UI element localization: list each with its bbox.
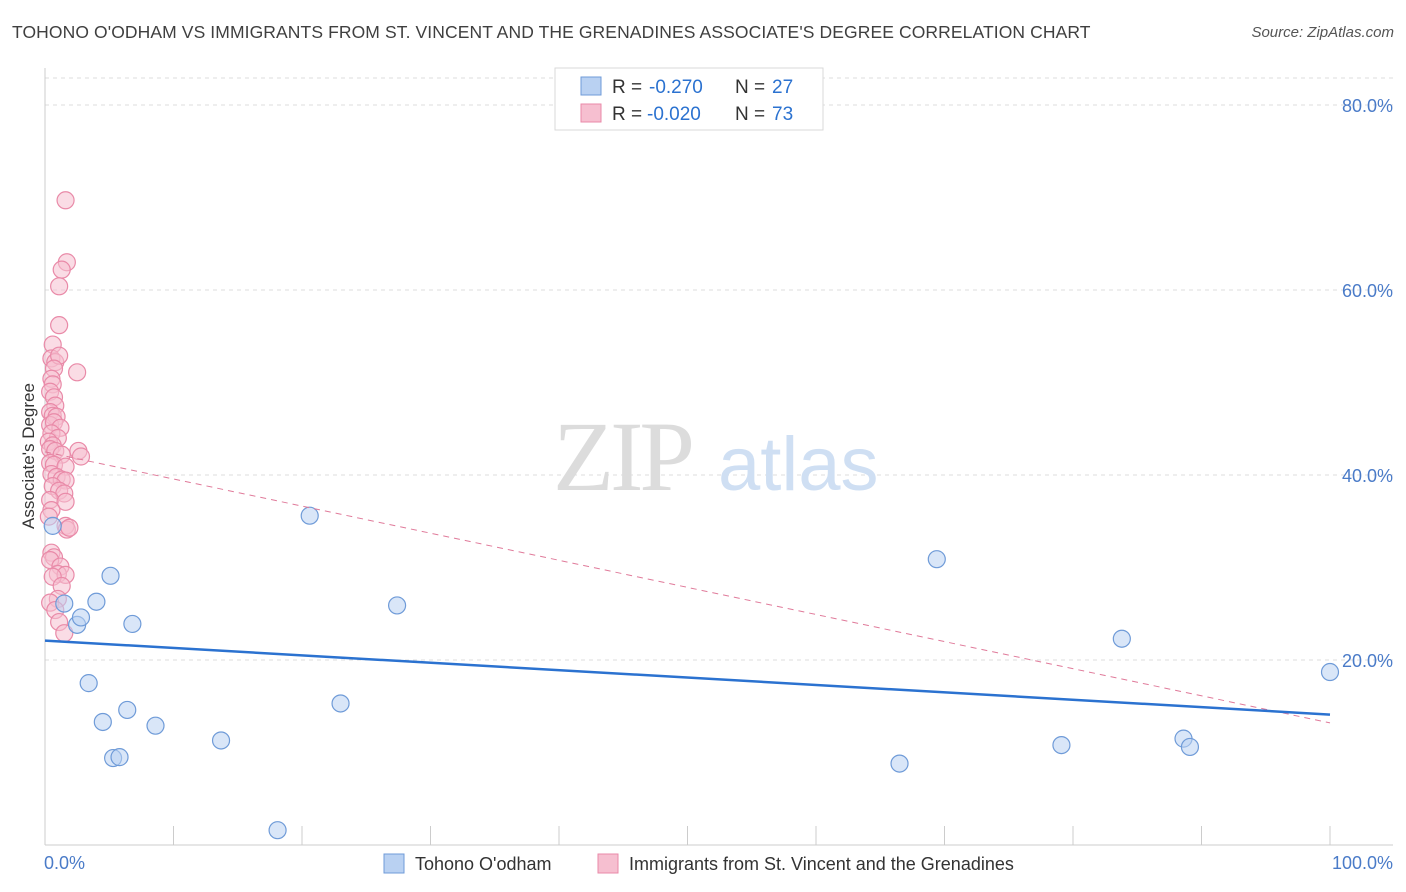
y-tick-label-3: 80.0% (1342, 96, 1393, 116)
series-legend-label-blue: Tohono O'odham (415, 854, 552, 874)
blue-point-16 (331, 694, 350, 713)
chart-title: TOHONO O'ODHAM VS IMMIGRANTS FROM ST. VI… (12, 22, 1091, 42)
y-tick-label-1: 40.0% (1342, 466, 1393, 486)
legend-swatch-pink (580, 103, 602, 123)
blue-point-20 (1112, 629, 1131, 648)
watermark: ZIP atlas (553, 401, 879, 512)
legend-swatch-blue (580, 76, 602, 96)
legend-n-value-1: 27 (772, 77, 793, 98)
blue-point-5 (101, 566, 120, 585)
series-legend: Tohono O'odham Immigrants from St. Vince… (383, 853, 1014, 874)
x-tick-marks (173, 826, 1331, 845)
legend-r-value-1: -0.270 (649, 77, 703, 98)
pink-point-42 (56, 492, 75, 511)
series-legend-swatch-pink (597, 853, 619, 874)
blue-point-4 (71, 608, 91, 627)
y-tick-label-2: 60.0% (1342, 281, 1393, 301)
pink-point-4 (50, 316, 69, 335)
legend-n-label-1: N = (735, 77, 765, 98)
watermark-atlas: atlas (718, 422, 879, 507)
blue-point-0 (43, 516, 62, 535)
pink-series-points (39, 191, 91, 643)
legend-r-value-2: -0.020 (647, 104, 701, 125)
pink-point-0 (56, 191, 75, 210)
blue-point-24 (1320, 662, 1340, 682)
x-tick-label-min: 0.0% (44, 853, 85, 873)
legend-r-label-1: R = (612, 77, 642, 98)
legend-r-label-2: R = (612, 104, 642, 125)
pink-trend-line (44, 451, 1331, 724)
blue-point-13 (110, 748, 129, 767)
blue-point-19 (890, 754, 909, 773)
blue-point-7 (79, 674, 98, 693)
blue-point-11 (211, 731, 231, 750)
blue-point-1 (55, 594, 74, 613)
series-legend-label-pink: Immigrants from St. Vincent and the Gren… (629, 854, 1014, 874)
blue-point-8 (93, 712, 112, 732)
source-label: Source: ZipAtlas.com (1251, 24, 1394, 41)
blue-point-17 (387, 596, 407, 615)
blue-point-23 (1180, 737, 1200, 757)
legend-n-value-2: 73 (772, 104, 793, 125)
grid-lines (45, 77, 1393, 661)
blue-point-21 (1052, 735, 1071, 755)
pink-point-3 (50, 277, 69, 296)
blue-point-18 (927, 550, 946, 569)
blue-trend-line (44, 639, 1331, 716)
blue-series-points (43, 506, 1340, 840)
series-legend-swatch-blue (383, 853, 405, 874)
y-tick-label-0: 20.0% (1342, 651, 1393, 671)
correlation-legend: R = -0.270 N = 27 R = -0.020 N = 73 (554, 67, 824, 131)
blue-point-10 (146, 716, 165, 735)
y-axis-label: Associate's Degree (19, 383, 38, 529)
watermark-zip: ZIP (553, 401, 691, 512)
x-tick-label-max: 100.0% (1332, 853, 1393, 873)
trend-lines (44, 451, 1331, 724)
legend-n-label-2: N = (735, 104, 765, 125)
blue-point-2 (87, 592, 106, 611)
blue-point-6 (123, 614, 142, 634)
pink-point-10 (68, 363, 87, 382)
blue-point-9 (118, 700, 137, 720)
pink-point-30 (71, 447, 91, 466)
pink-point-47 (60, 518, 79, 537)
pink-point-2 (52, 260, 71, 279)
y-tick-labels: 20.0% 40.0% 60.0% 80.0% (1342, 96, 1393, 671)
blue-point-14 (268, 821, 287, 840)
blue-point-15 (300, 506, 319, 525)
